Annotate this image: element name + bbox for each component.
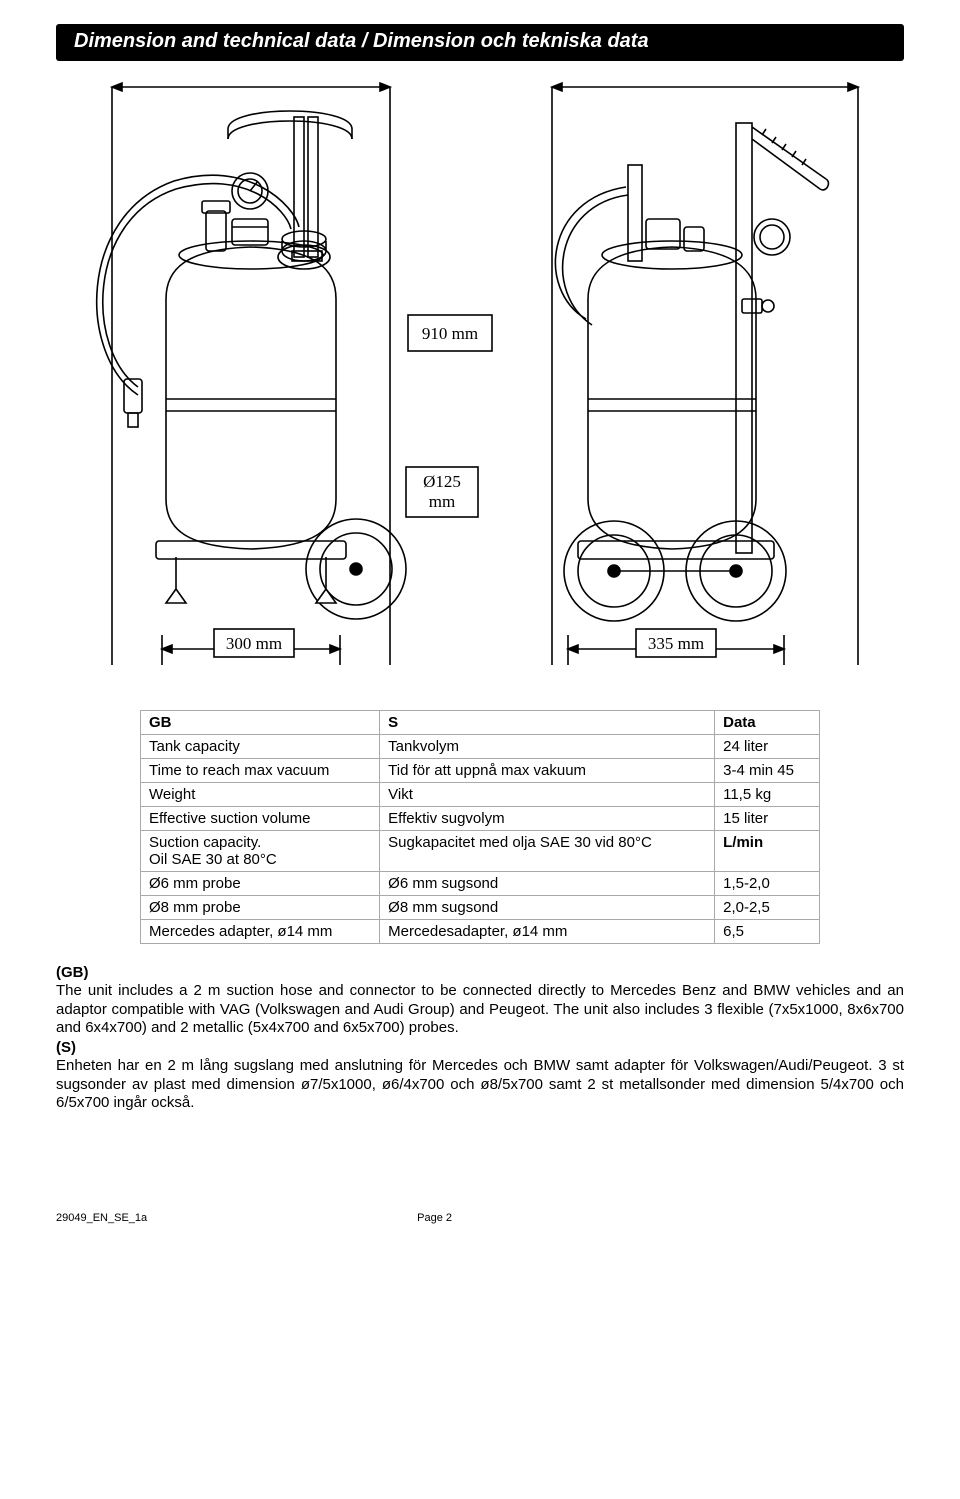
table-row: Tank capacity Tankvolym 24 liter [141,735,820,759]
table-body: Tank capacity Tankvolym 24 liter Time to… [141,735,820,944]
table-row: Suction capacity. Oil SAE 30 at 80°C Sug… [141,831,820,872]
table-row: Ø8 mm probe Ø8 mm sugsond 2,0-2,5 [141,896,820,920]
lang-tag-s: (S) [56,1039,76,1056]
table-row: Mercedes adapter, ø14 mm Mercedesadapter… [141,920,820,944]
section-title-bar: Dimension and technical data / Dimension… [56,24,904,61]
technical-data-table: GB S Data Tank capacity Tankvolym 24 lit… [140,710,820,944]
label-width-front: 300 mm [226,634,282,653]
col-gb: GB [141,711,380,735]
col-data: Data [715,711,820,735]
table-row: Ø6 mm probe Ø6 mm sugsond 1,5-2,0 [141,872,820,896]
table-row: Effective suction volume Effektiv sugvol… [141,807,820,831]
paragraph-gb: The unit includes a 2 m suction hose and… [56,982,904,1037]
table-header-row: GB S Data [141,711,820,735]
svg-text:mm: mm [429,492,455,511]
lang-tag-gb: (GB) [56,964,89,981]
col-s: S [380,711,715,735]
svg-text:Ø125: Ø125 [423,472,461,491]
table-row: Weight Vikt 11,5 kg [141,783,820,807]
section-title: Dimension and technical data / Dimension… [74,30,649,52]
description-text: (GB) The unit includes a 2 m suction hos… [56,964,904,1112]
footer-docid: 29049_EN_SE_1a [56,1212,147,1224]
suction-cap-gb: Suction capacity. Oil SAE 30 at 80°C [141,831,380,872]
page-footer: 29049_EN_SE_1a Page 2 [56,1212,904,1224]
table-row: Time to reach max vacuum Tid för att upp… [141,759,820,783]
diagram-svg: 910 mm Ø125 mm 300 mm [56,69,904,689]
label-height: 910 mm [422,324,478,343]
paragraph-s: Enheten har en 2 m lång sugslang med ans… [56,1057,904,1112]
label-width-side: 335 mm [648,634,704,653]
footer-page: Page 2 [417,1212,452,1224]
dimension-diagram: 910 mm Ø125 mm 300 mm [56,69,904,692]
